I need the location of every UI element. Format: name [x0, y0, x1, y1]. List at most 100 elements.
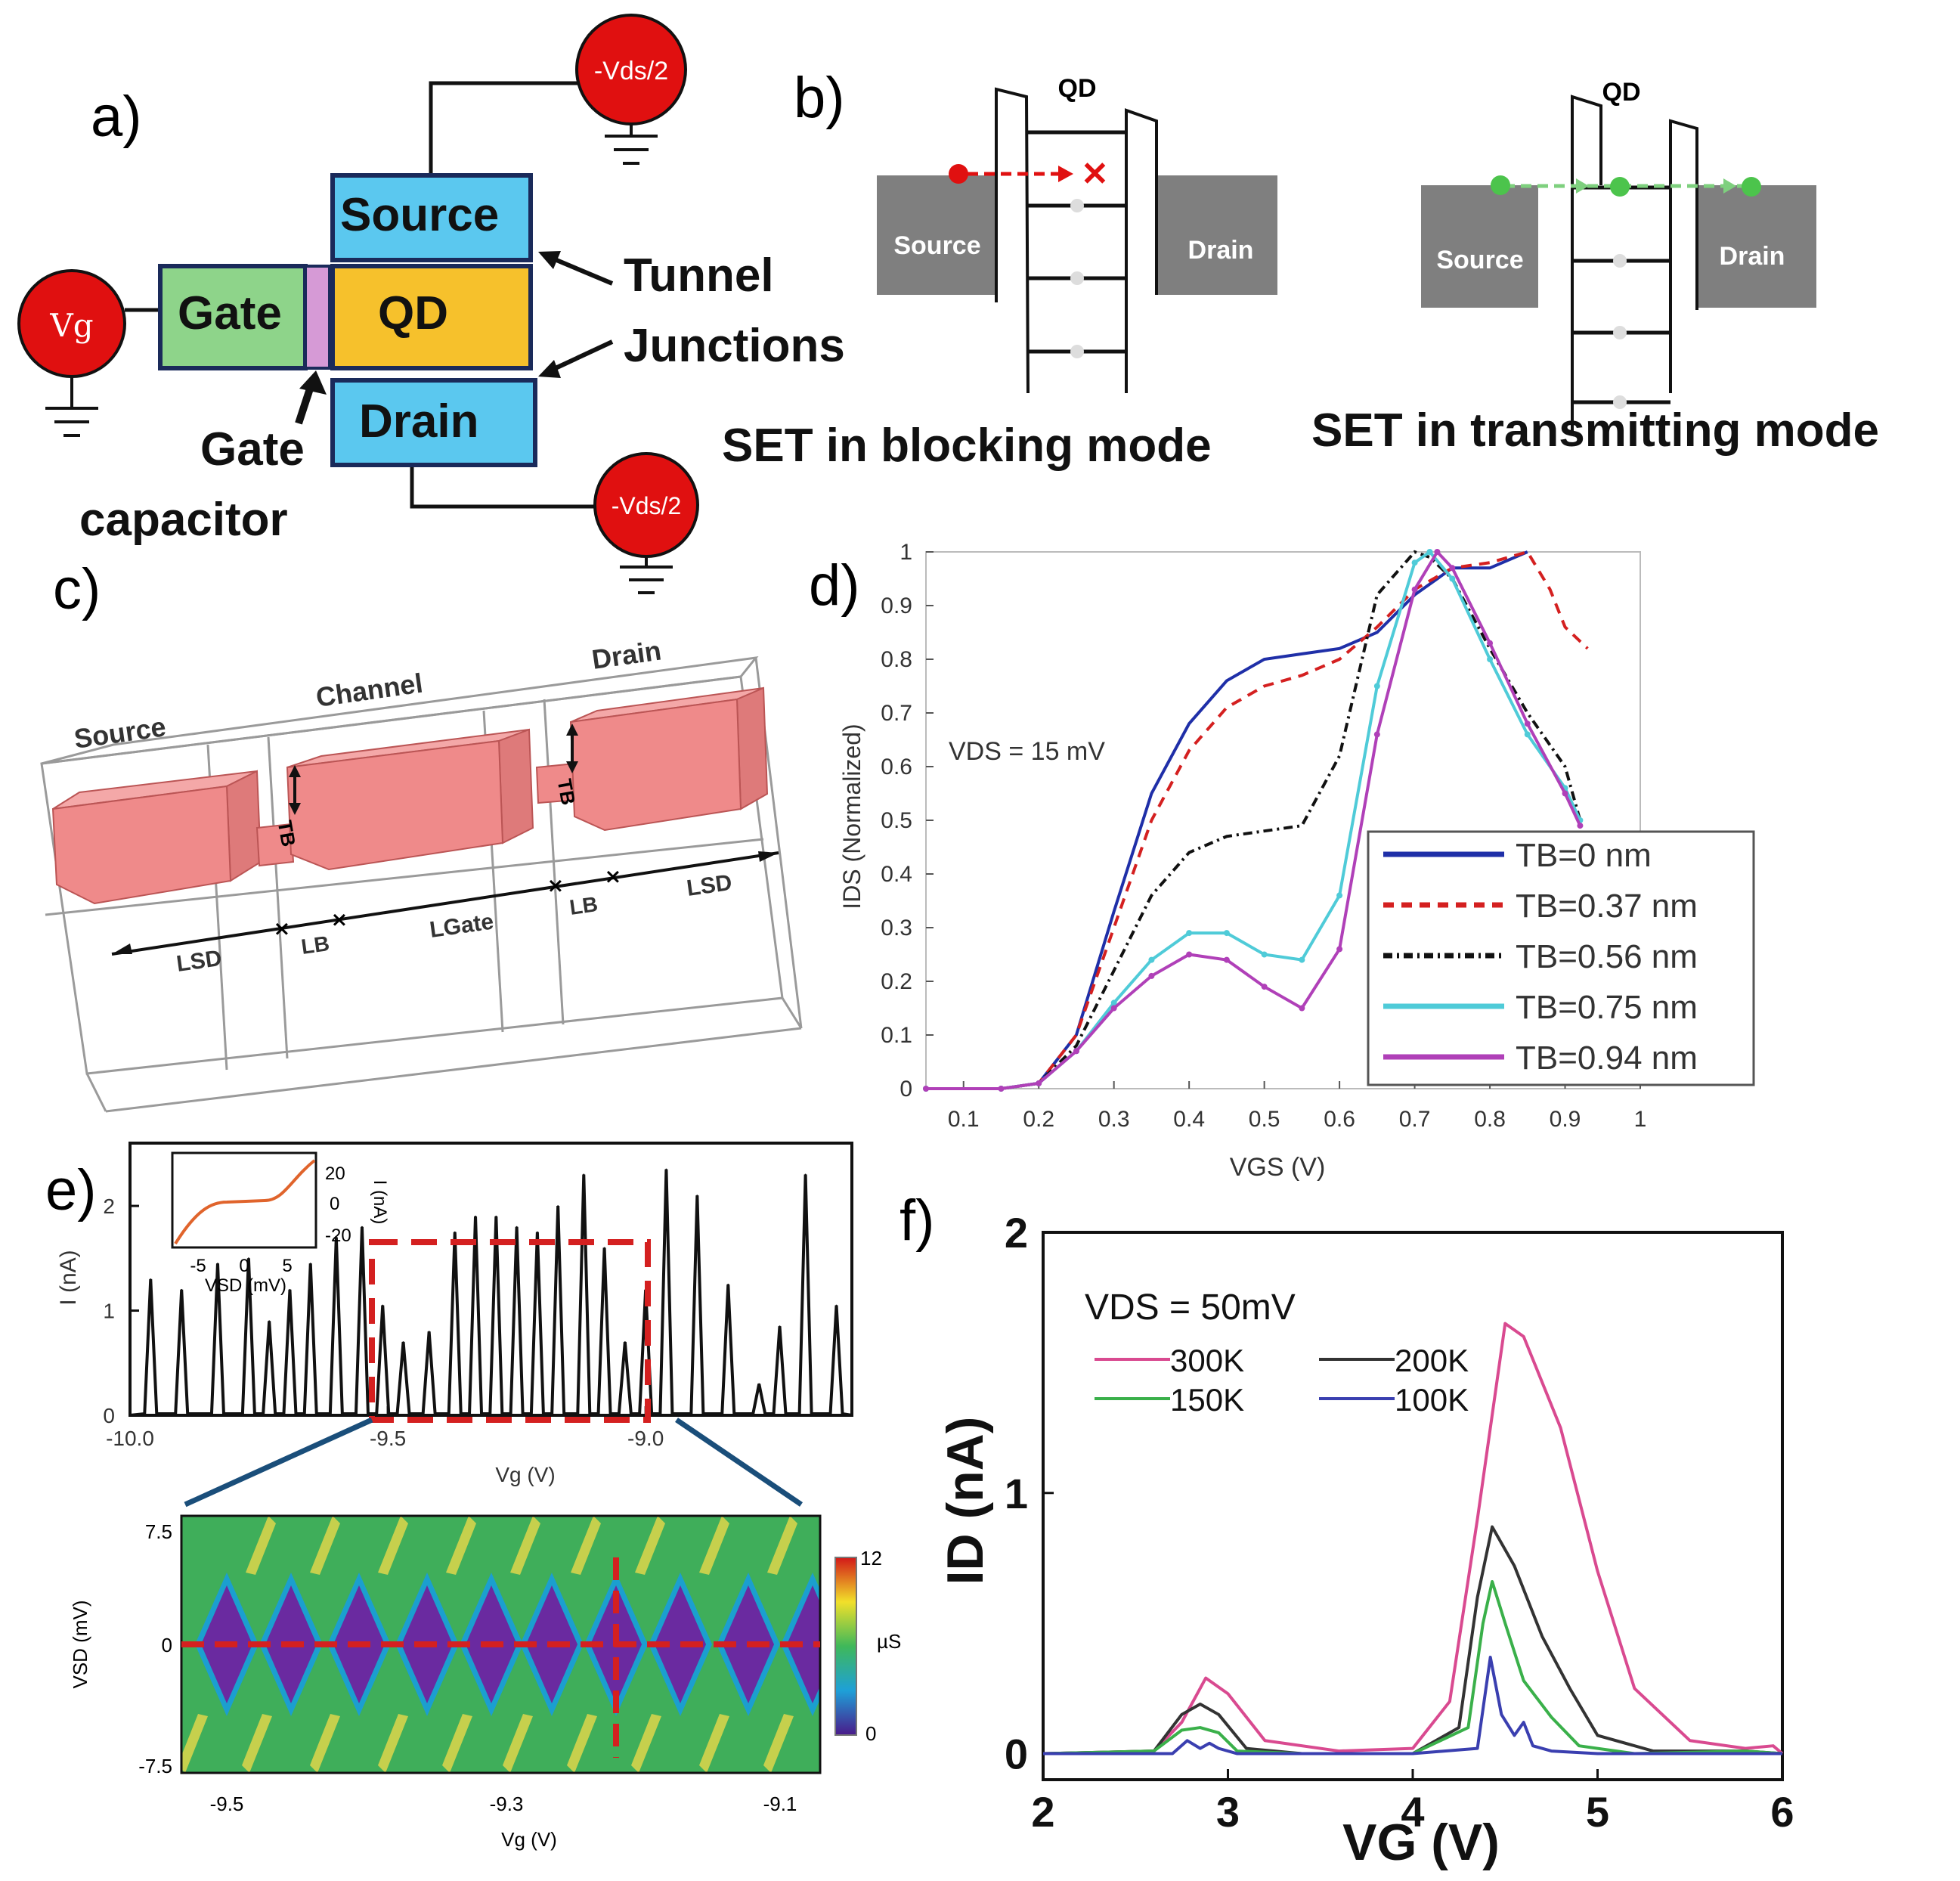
d-series-4-marker [1036, 1080, 1042, 1086]
panel-d-label: d) [809, 553, 860, 618]
f-axes: 2 3 4 5 6 0 1 2 [1005, 1209, 1794, 1836]
d-series-4-marker [1411, 586, 1418, 593]
blocking-qd-label: QD [1058, 74, 1097, 103]
e-inset-ytick-3: -20 [325, 1226, 351, 1246]
d-axes: 0.1 0.2 0.3 0.4 0.5 0.6 0.7 0.8 0.9 1 0 0.1 0.2 0.3 0.… [881, 540, 1646, 1132]
lsd-left-label: LSD [175, 946, 223, 977]
lsd-right-label: LSD [685, 870, 733, 901]
panel-c: c) [40, 557, 803, 1113]
e-streak-bot-3 [378, 1714, 408, 1773]
transmitting-arrowhead-1 [1576, 178, 1589, 194]
e-diamond-inner-9 [787, 1585, 820, 1703]
d-series-4-marker [1336, 946, 1343, 953]
f-ytick-label: 2 [1005, 1209, 1028, 1257]
e-streak-bot-5 [503, 1714, 533, 1773]
d-xtick-label: 1 [1634, 1107, 1647, 1132]
e-map-ytick-3: -7.5 [138, 1755, 172, 1777]
f-series-line-3 [1043, 1655, 1782, 1755]
e-streak-bot-9 [763, 1714, 794, 1773]
e-highlight-box [369, 1239, 651, 1423]
e-inset: -5 0 5 VSD (mV) 20 0 -20 I (nA) [171, 1151, 390, 1296]
e-xtick-label: -10.0 [106, 1427, 154, 1450]
blocking-left-barrier [995, 87, 1030, 394]
blocking-right-barrier [1125, 108, 1158, 393]
f-series-line-2 [1042, 1579, 1783, 1755]
drain-block [569, 686, 769, 832]
d-series-3-marker [1411, 559, 1418, 566]
f-series-line-0 [1042, 1322, 1784, 1755]
d-xtick-label: 0.1 [948, 1107, 980, 1132]
e-peak-11 [428, 1331, 430, 1333]
transmitting-electron-2 [1610, 177, 1630, 197]
dim-tick-2: ⨯ [331, 908, 348, 931]
panel-b: b) Source Drain ✕ QD SET in blocking mod… [722, 66, 1879, 472]
source-wire [429, 81, 597, 175]
e-map-xlabel: Vg (V) [501, 1828, 557, 1851]
f-legend-label-2: 150K [1170, 1382, 1244, 1418]
gate-cap-label-2: capacitor [79, 494, 288, 546]
e-peak-0 [150, 1278, 152, 1280]
f-series [1042, 1322, 1784, 1755]
tb-right-label: TB [553, 777, 581, 807]
tb-right-arrow-head-up [566, 724, 578, 736]
source-box-label: Source [340, 189, 499, 241]
transmitting-electron-1 [1491, 175, 1510, 195]
gate-box-label: Gate [178, 287, 282, 339]
e-inset-xtick-1: -5 [190, 1256, 206, 1276]
e-xlabel: Vg (V) [495, 1463, 555, 1486]
lb-right-label: LB [568, 892, 599, 919]
d-series-4-marker [1148, 972, 1155, 979]
e-map-ylabel: VSD (mV) [69, 1601, 91, 1689]
transmitting-state-dot-3 [1613, 395, 1627, 409]
e-streak-bot-7 [631, 1714, 661, 1773]
transmitting-drain-band [1697, 185, 1816, 308]
e-streak-bot-8 [699, 1714, 729, 1773]
e-inset-ytick-2: 0 [330, 1194, 339, 1214]
d-series-4-marker [1299, 1005, 1305, 1012]
e-map-ytick-2: 0 [162, 1634, 172, 1656]
gate-cap-label-1: Gate [200, 423, 305, 476]
e-inset-curve [174, 1159, 316, 1245]
tunnel-arrow-bottom-head [538, 360, 561, 378]
d-series-3-marker [1148, 956, 1155, 963]
dimension-right-head [758, 851, 779, 862]
transmitting-caption: SET in transmitting mode [1311, 404, 1879, 457]
d-series-4-marker [1487, 640, 1494, 646]
d-legend-label-0: TB=0 nm [1516, 837, 1652, 874]
panel-b-label: b) [794, 66, 845, 130]
vg-label: Vg [49, 307, 93, 344]
tunnel-label: Tunnel [624, 249, 774, 302]
d-series-4-marker [1073, 1048, 1079, 1055]
blocking-drain-label: Drain [1188, 236, 1254, 265]
d-series-line-2 [926, 550, 1582, 1090]
d-legend-label-3: TB=0.75 nm [1516, 989, 1698, 1026]
e-map-ytick-1: 7.5 [145, 1520, 172, 1543]
d-legend: TB=0 nm TB=0.37 nm TB=0.56 nm TB=0.75 nm TB=… [1383, 837, 1698, 1077]
transmitting-electron-3 [1742, 177, 1761, 197]
panel-a: a) Gate Source QD Drain Vg -Vds/2 -Vds/2 [17, 14, 845, 594]
e-ylabel: I (nA) [56, 1250, 81, 1305]
f-legend: 300K 200K 150K 100K [1095, 1343, 1469, 1418]
e-ytick-label: 2 [103, 1195, 115, 1218]
d-series-4-marker [1110, 1005, 1117, 1012]
d-xtick-label: 0.8 [1474, 1107, 1506, 1132]
d-series-4-marker [1562, 790, 1568, 797]
d-series-3-marker [1186, 930, 1193, 937]
e-peak-25 [758, 1383, 760, 1385]
blocking-diagram: Source Drain ✕ QD SET in blocking mode [722, 74, 1277, 472]
f-xtick-label: 4 [1401, 1788, 1424, 1836]
d-ytick-label: 0.8 [881, 647, 912, 672]
e-streak-top-7 [699, 1516, 729, 1575]
source-block [51, 770, 262, 905]
e-ytick-label: 0 [103, 1404, 115, 1427]
d-series-3-marker [1110, 999, 1117, 1006]
d-ytick-label: 0.9 [881, 593, 912, 618]
gate-cap-arrow-head [299, 370, 327, 395]
e-peak-24 [727, 1283, 729, 1285]
e-peak-23 [696, 1195, 698, 1197]
junctions-label: Junctions [624, 320, 845, 372]
d-xtick-label: 0.3 [1098, 1107, 1130, 1132]
d-xtick-label: 0.2 [1023, 1107, 1054, 1132]
transmitting-diagram: Source Drain QD SET in transmitting mode [1311, 78, 1879, 457]
e-colorbar [834, 1557, 857, 1736]
